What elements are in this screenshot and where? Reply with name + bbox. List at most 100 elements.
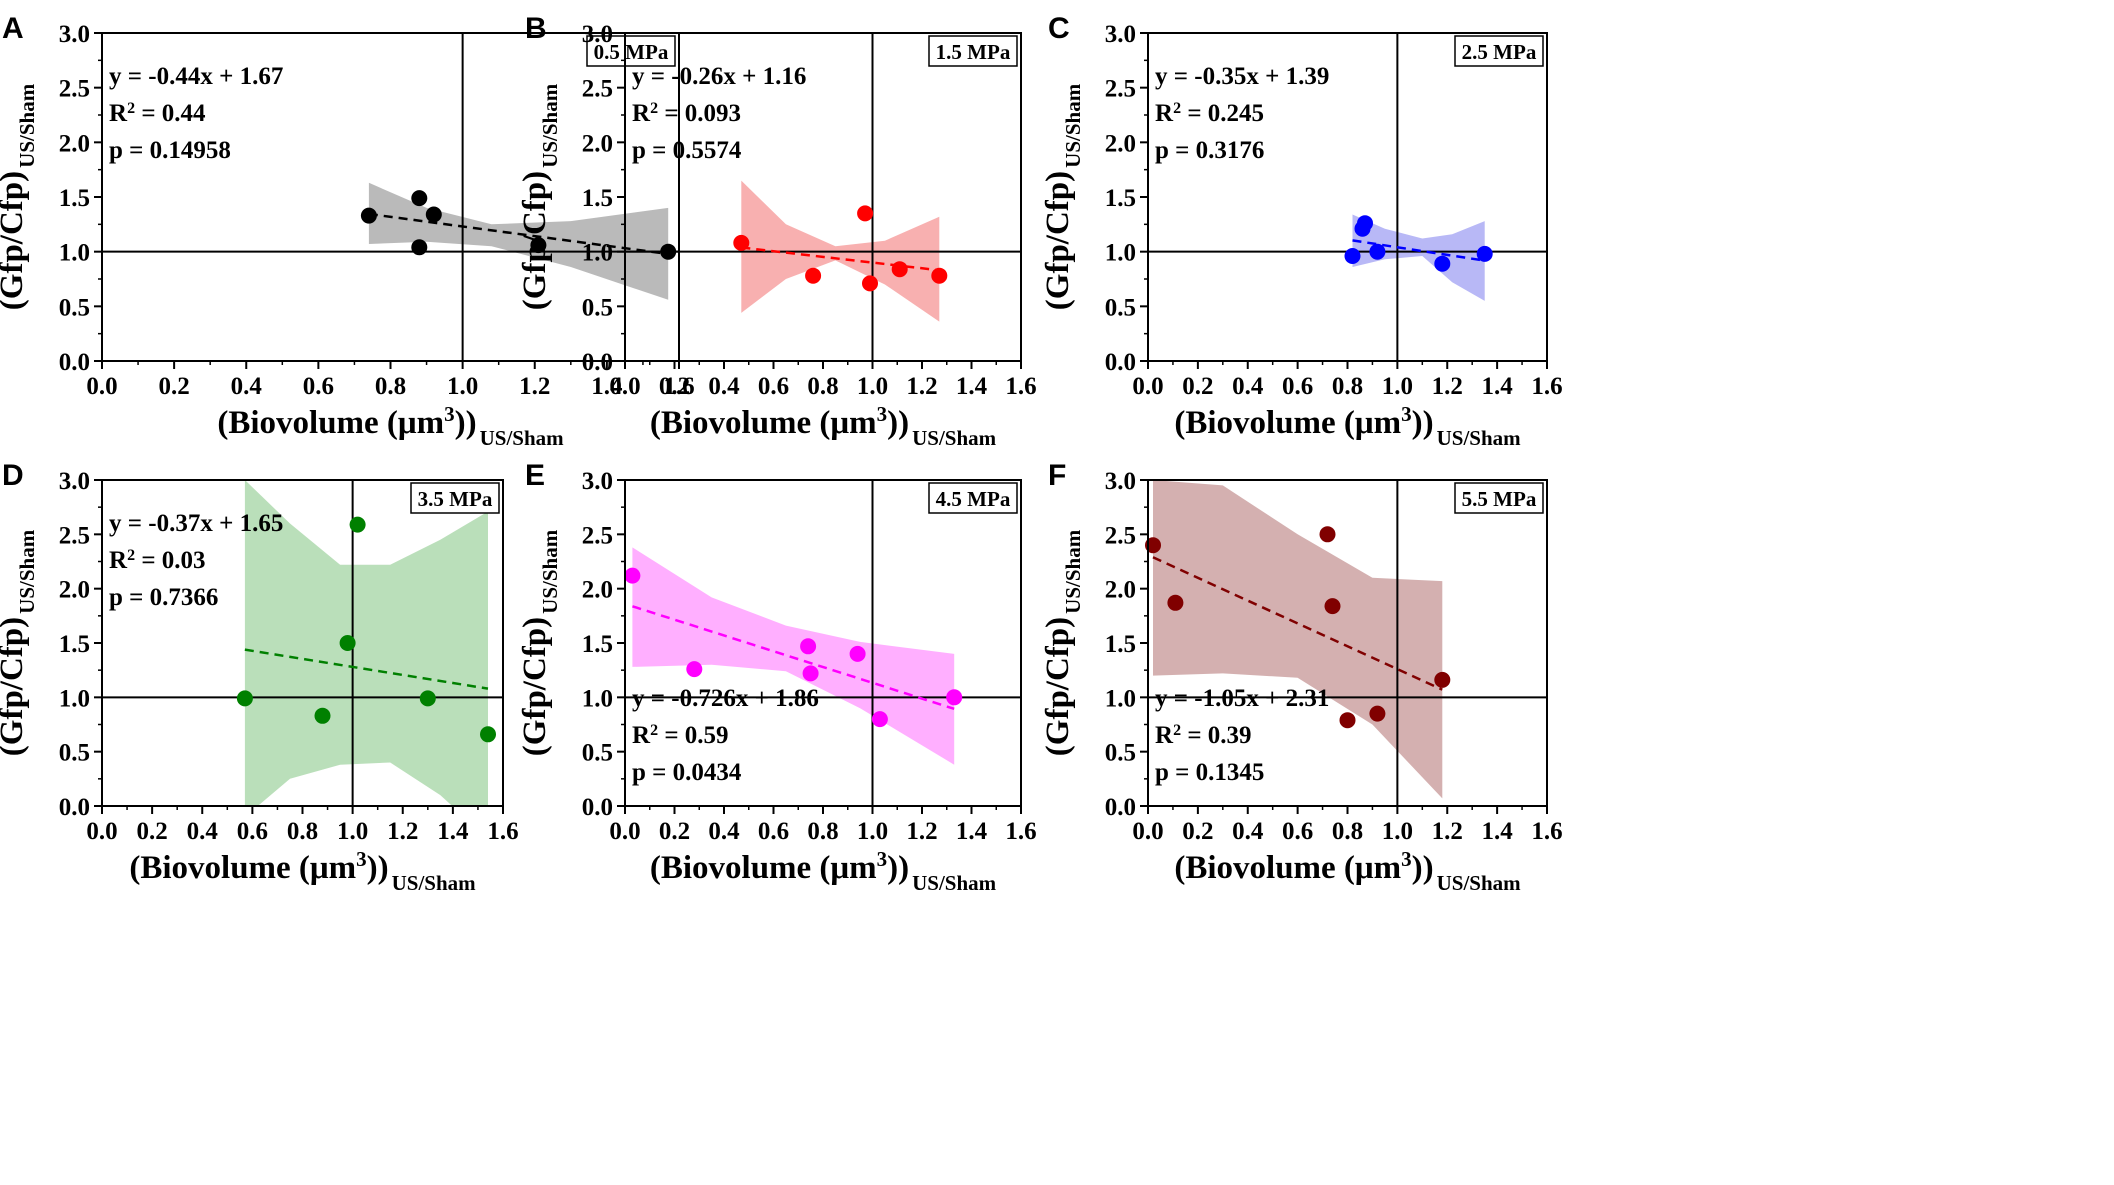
- x-tick-label: 1.0: [447, 373, 478, 400]
- y-tick-label: 2.5: [1105, 522, 1136, 549]
- data-point: [871, 711, 888, 728]
- x-tick-label: 1.2: [1432, 818, 1463, 845]
- confidence-band: [1352, 214, 1485, 301]
- x-axis-label-end: )): [1412, 405, 1434, 441]
- x-axis-subscript: US/Sham: [480, 426, 565, 450]
- y-tick-label: 2.0: [582, 577, 613, 604]
- data-point: [1476, 245, 1493, 262]
- data-point: [1319, 526, 1336, 543]
- x-axis-label: (Biovolume (μm: [1174, 850, 1401, 886]
- y-axis-label: (Gfp/Cfp): [1040, 171, 1076, 310]
- data-point: [800, 638, 817, 655]
- y-tick-label: 3.0: [582, 468, 613, 495]
- x-tick-label: 0.0: [1132, 373, 1163, 400]
- pressure-text: 0.5 MPa: [594, 40, 669, 64]
- y-axis-label: (Gfp/Cfp): [0, 617, 30, 756]
- confidence-band: [368, 182, 669, 300]
- r-squared: R2 = 0.39: [1155, 722, 1252, 750]
- y-axis-label: (Gfp/Cfp): [1040, 617, 1076, 756]
- x-tick-label: 0.6: [303, 373, 334, 400]
- y-axis-label: (Gfp/Cfp): [0, 171, 30, 310]
- y-tick-label: 0.0: [59, 349, 90, 376]
- y-tick-label: 0.0: [59, 794, 90, 821]
- r-squared-label: R: [1155, 100, 1174, 127]
- r-squared: R2 = 0.59: [632, 722, 729, 750]
- y-tick-label: 0.0: [582, 349, 613, 376]
- x-tick-label: 0.6: [758, 373, 789, 400]
- y-tick-label: 1.0: [59, 240, 90, 267]
- x-tick-label: 0.0: [86, 818, 117, 845]
- x-axis-subscript: US/Sham: [1437, 426, 1522, 450]
- confidence-band: [244, 480, 488, 806]
- y-axis-title: (Gfp/Cfp) US/Sham: [1040, 529, 1085, 756]
- x-axis-superscript: 3: [877, 402, 888, 426]
- data-point: [1434, 671, 1451, 688]
- r-squared-label: R: [109, 547, 128, 574]
- chart-panel-b: 0.0 0.2 0.4 0.6 0.8 1.0 1.2 1.4 1.6 0.0 0.5 1.0 1.5 2…: [517, 12, 1037, 450]
- y-axis-title: (Gfp/Cfp) US/Sham: [517, 529, 562, 756]
- data-point: [314, 707, 331, 724]
- fit-equation: y = -1.05x + 2.31: [1155, 685, 1329, 712]
- y-axis-title: (Gfp/Cfp) US/Sham: [517, 83, 562, 310]
- y-tick-label: 0.0: [1105, 794, 1136, 821]
- y-tick-label: 2.0: [582, 130, 613, 157]
- p-value: p = 0.1345: [1155, 759, 1264, 786]
- data-point: [805, 267, 822, 284]
- data-point: [857, 205, 874, 222]
- y-tick-label: 1.5: [59, 631, 90, 658]
- y-tick-label: 1.5: [59, 185, 90, 212]
- x-axis-subscript: US/Sham: [392, 871, 477, 895]
- x-tick-label: 1.6: [1531, 373, 1562, 400]
- x-axis-subscript: US/Sham: [912, 426, 997, 450]
- r-squared-superscript: 2: [1173, 100, 1181, 117]
- pressure-text: 2.5 MPa: [1462, 40, 1537, 64]
- y-tick-label: 1.5: [582, 185, 613, 212]
- x-tick-label: 0.0: [609, 818, 640, 845]
- y-axis-label: (Gfp/Cfp): [517, 617, 553, 756]
- x-tick-label: 1.0: [857, 818, 888, 845]
- pressure-box: [410, 482, 500, 514]
- y-axis-subscript: US/Sham: [1061, 529, 1085, 614]
- y-tick-label: 2.0: [59, 577, 90, 604]
- fit-equation: y = -0.35x + 1.39: [1155, 63, 1329, 90]
- r-squared: R2 = 0.093: [632, 100, 741, 128]
- data-point: [1369, 243, 1386, 260]
- data-point: [733, 234, 750, 251]
- pressure-label: 1.5 MPa: [928, 35, 1018, 67]
- r-squared-value: = 0.03: [135, 547, 206, 574]
- data-point: [1357, 215, 1373, 232]
- x-tick-label: 0.0: [1132, 818, 1163, 845]
- x-tick-label: 1.2: [1432, 373, 1463, 400]
- x-axis-title: (Biovolume (μm3)) US/Sham: [1174, 847, 1521, 895]
- x-tick-label: 1.6: [1005, 818, 1036, 845]
- pressure-label: 0.5 MPa: [586, 35, 676, 67]
- panel-letter: F: [1048, 459, 1066, 492]
- x-axis-subscript: US/Sham: [1437, 871, 1522, 895]
- fit-line: [244, 648, 489, 690]
- p-value: p = 0.7366: [109, 584, 218, 611]
- x-axis-subscript: US/Sham: [912, 871, 997, 895]
- r-squared-superscript: 2: [650, 722, 658, 739]
- r-squared-value: = 0.39: [1181, 722, 1252, 749]
- y-tick-label: 3.0: [582, 21, 613, 48]
- x-tick-label: 0.2: [1182, 818, 1213, 845]
- chart-panel-a: 0.0 0.2 0.4 0.6 0.8 1.0 1.2 1.4 1.6 0.0 0.5 1.0 1.5 2…: [0, 12, 695, 450]
- x-axis-label: (Biovolume (μm: [1174, 405, 1401, 441]
- x-axis-label: (Biovolume (μm: [650, 405, 877, 441]
- data-point: [891, 261, 908, 278]
- x-tick-label: 0.4: [231, 373, 263, 400]
- r-squared-value: = 0.245: [1181, 100, 1264, 127]
- y-tick-label: 3.0: [59, 21, 90, 48]
- x-axis-superscript: 3: [877, 847, 888, 871]
- p-value: p = 0.14958: [109, 137, 231, 164]
- y-axis-subscript: US/Sham: [538, 83, 562, 168]
- data-point: [530, 237, 547, 254]
- y-tick-label: 1.0: [582, 685, 613, 712]
- x-tick-label: 1.4: [956, 373, 988, 400]
- chart-panel-f: 0.0 0.2 0.4 0.6 0.8 1.0 1.2 1.4 1.6 0.0 0.5 1.0 1.5 2…: [1040, 459, 1563, 895]
- y-axis-label: (Gfp/Cfp): [517, 171, 553, 310]
- x-tick-label: 0.6: [1282, 818, 1313, 845]
- y-tick-label: 0.5: [1105, 740, 1136, 767]
- x-tick-label: 1.6: [1531, 818, 1562, 845]
- panel-letter: A: [2, 12, 24, 45]
